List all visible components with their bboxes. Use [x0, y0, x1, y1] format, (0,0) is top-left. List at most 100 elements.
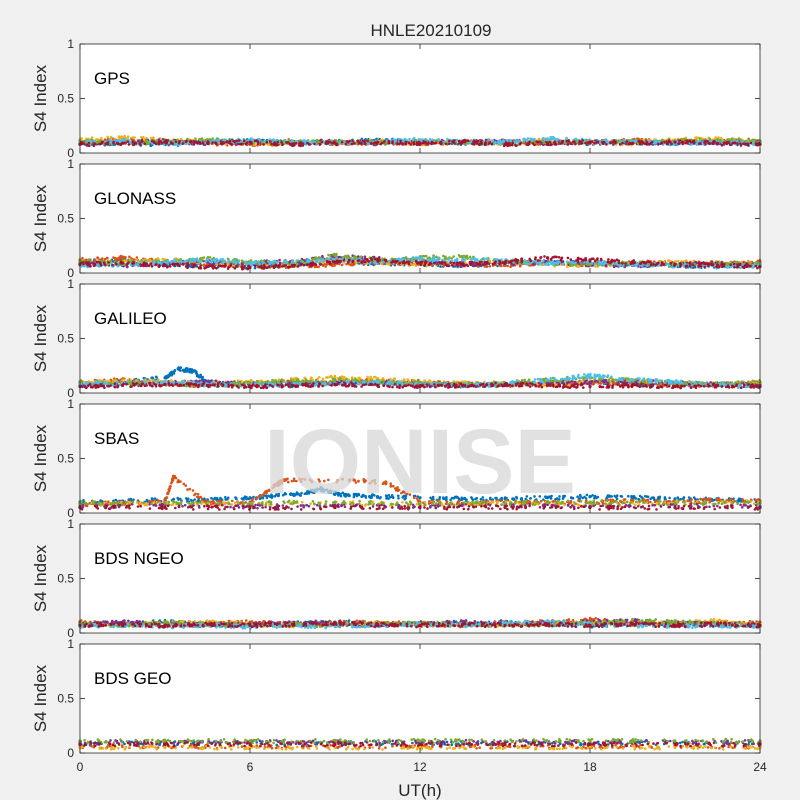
data-point [232, 139, 235, 143]
data-point [307, 143, 311, 146]
data-point [667, 259, 671, 262]
data-point [565, 136, 568, 140]
data-point [498, 139, 502, 142]
data-point [447, 142, 451, 146]
data-point [667, 139, 671, 142]
data-point [255, 139, 259, 143]
data-point [132, 142, 136, 146]
data-point [412, 142, 416, 146]
data-point [354, 260, 358, 264]
data-point [272, 138, 275, 141]
data-point [171, 142, 174, 145]
data-point [370, 141, 373, 145]
data-point [356, 140, 360, 143]
data-point [311, 257, 314, 261]
data-point [453, 139, 456, 142]
data-point [619, 143, 622, 146]
data-point [549, 143, 553, 146]
data-point [537, 137, 541, 141]
data-point [710, 260, 713, 263]
data-point [432, 142, 435, 145]
data-point [542, 136, 545, 140]
data-point [685, 259, 688, 262]
data-point [612, 140, 615, 143]
data-point [388, 263, 391, 266]
data-point [509, 139, 512, 143]
plot-area [80, 44, 760, 153]
data-point [329, 254, 332, 258]
data-point [439, 140, 443, 144]
data-point [256, 142, 260, 146]
data-point [645, 141, 649, 145]
data-point [139, 143, 142, 146]
data-point [281, 143, 284, 146]
data-point [345, 140, 349, 143]
data-point [622, 138, 626, 142]
data-point [106, 135, 109, 139]
data-point [242, 139, 246, 142]
data-point [101, 140, 104, 144]
data-point [195, 141, 199, 145]
data-point [505, 142, 509, 145]
data-point [349, 263, 353, 267]
data-point [135, 258, 138, 261]
data-point [317, 140, 320, 144]
data-point [335, 252, 338, 256]
data-point [270, 143, 273, 146]
data-point [412, 137, 416, 140]
data-point [123, 141, 126, 145]
data-point [660, 141, 664, 145]
data-point [471, 142, 474, 146]
data-point [593, 142, 596, 145]
data-point [508, 144, 512, 147]
data-point [313, 142, 316, 146]
data-point [320, 140, 324, 144]
data-point [526, 137, 530, 140]
data-point [325, 142, 328, 146]
data-point [340, 263, 344, 267]
data-point [200, 137, 204, 140]
data-point [476, 139, 480, 143]
data-point [681, 142, 685, 146]
data-point [635, 139, 638, 142]
data-point [553, 142, 556, 145]
data-point [621, 141, 624, 145]
data-point [518, 264, 522, 268]
data-point [405, 138, 408, 142]
data-point [280, 141, 283, 144]
data-point [435, 262, 439, 266]
data-point [285, 141, 288, 144]
data-point [439, 142, 443, 146]
data-point [131, 136, 134, 139]
data-point [703, 141, 706, 144]
data-point [485, 265, 489, 268]
y-tick-label: 0.5 [57, 92, 74, 106]
data-point [531, 142, 535, 145]
panel-label: GPS [94, 69, 130, 88]
data-point [142, 136, 145, 139]
data-point [318, 143, 322, 146]
data-point [472, 140, 475, 143]
data-point [414, 264, 418, 268]
data-point [509, 265, 512, 269]
data-point [448, 139, 451, 143]
data-point [157, 141, 161, 144]
data-point [730, 137, 734, 140]
data-point [720, 143, 724, 147]
data-point [351, 139, 354, 143]
data-point [174, 140, 178, 143]
data-point [269, 140, 272, 143]
data-point [225, 140, 228, 144]
data-point [488, 142, 491, 145]
data-point [100, 136, 103, 140]
data-point [155, 139, 158, 142]
data-point [522, 137, 526, 141]
data-point [391, 140, 394, 143]
data-point [123, 134, 126, 138]
data-point [235, 139, 238, 143]
data-point [148, 258, 152, 262]
data-point [109, 259, 113, 263]
data-point [194, 137, 197, 140]
data-point [192, 142, 196, 146]
data-point [428, 138, 432, 141]
